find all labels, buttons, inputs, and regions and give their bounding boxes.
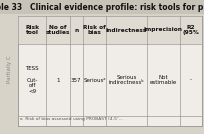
Text: Risk of
bias: Risk of bias bbox=[83, 25, 106, 35]
Text: a  Risk of bias assessed using PROBAST (4-5¹...: a Risk of bias assessed using PROBAST (4… bbox=[20, 117, 123, 121]
Text: n: n bbox=[74, 27, 78, 33]
Bar bbox=[18, 16, 202, 126]
Text: Seriousᵃ: Seriousᵃ bbox=[83, 77, 106, 83]
Text: Table 33   Clinical evidence profile: risk tools for pred: Table 33 Clinical evidence profile: risk… bbox=[0, 3, 204, 12]
Text: -: - bbox=[190, 77, 192, 83]
Text: Imprecision: Imprecision bbox=[144, 27, 183, 33]
Text: Indirectness: Indirectness bbox=[106, 27, 147, 33]
Text: Serious
indirectnessᵇ: Serious indirectnessᵇ bbox=[109, 75, 144, 85]
Text: 357: 357 bbox=[71, 77, 82, 83]
Text: Partially C: Partially C bbox=[8, 56, 12, 83]
Text: Not
estimable: Not estimable bbox=[150, 75, 177, 85]
Bar bbox=[0, 14, 18, 134]
Text: 1: 1 bbox=[56, 77, 60, 83]
Text: R2
(95%: R2 (95% bbox=[183, 25, 199, 35]
Text: TESS

Cut-
off
<9: TESS Cut- off <9 bbox=[25, 66, 39, 94]
Bar bbox=[0, 0, 204, 14]
Text: Risk
tool: Risk tool bbox=[25, 25, 39, 35]
Bar bbox=[18, 16, 202, 44]
Text: No of
studies: No of studies bbox=[46, 25, 70, 35]
